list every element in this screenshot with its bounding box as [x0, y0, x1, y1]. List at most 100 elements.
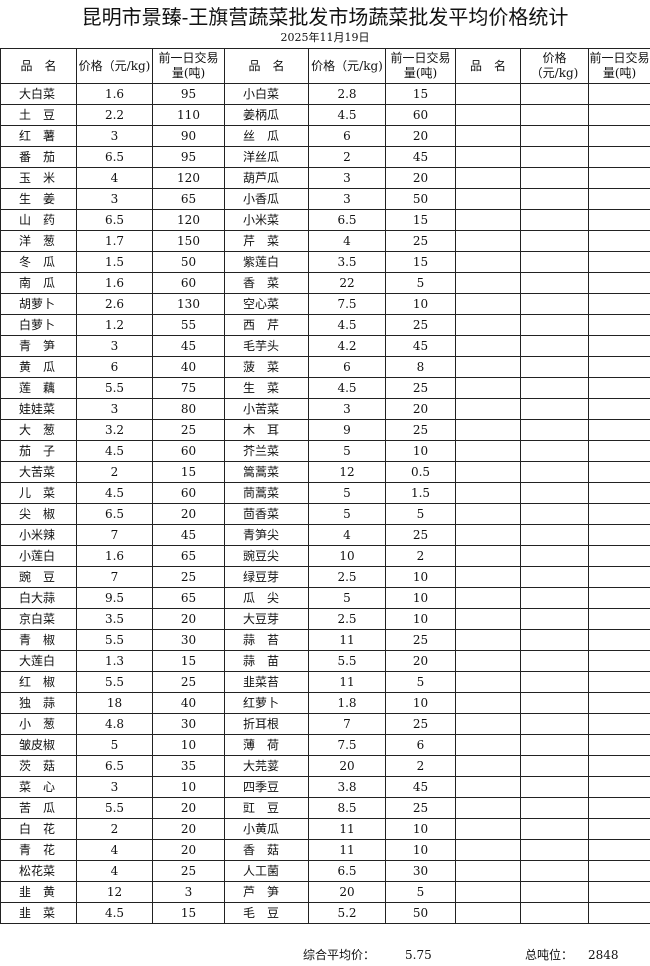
cell-price [520, 104, 589, 126]
cell-name: 芥兰菜 [224, 440, 309, 462]
table-row: 菜 心 3 10 四季豆 3.8 45 [0, 776, 650, 798]
cell-volume: 40 [152, 356, 225, 378]
cell-volume: 60 [152, 440, 225, 462]
cell-volume: 6 [385, 734, 456, 756]
cell-price [520, 797, 589, 819]
cell-name: 大豆芽 [224, 608, 309, 630]
report-date: 2025年11月19日 [280, 31, 370, 44]
cell-volume: 1.5 [385, 482, 456, 504]
cell-price: 5 [76, 734, 153, 756]
cell-volume [588, 398, 650, 420]
cell-name [455, 902, 521, 924]
page-title: 昆明市景臻-王旗营蔬菜批发市场蔬菜批发平均价格统计 [81, 5, 569, 29]
cell-name: 儿 菜 [0, 482, 77, 504]
cell-name [455, 83, 521, 105]
cell-price [520, 356, 589, 378]
cell-volume: 25 [385, 713, 456, 735]
cell-name: 生 姜 [0, 188, 77, 210]
table-row: 苦 瓜 5.5 20 豇 豆 8.5 25 [0, 797, 650, 819]
cell-name [455, 377, 521, 399]
cell-name [455, 419, 521, 441]
cell-price: 11 [308, 629, 386, 651]
cell-price: 6 [308, 356, 386, 378]
cell-price: 2.6 [76, 293, 153, 315]
cell-name: 豌 豆 [0, 566, 77, 588]
cell-name: 青 花 [0, 839, 77, 861]
cell-volume: 8 [385, 356, 456, 378]
cell-price: 6.5 [308, 209, 386, 231]
cell-volume [588, 566, 650, 588]
cell-name: 小白菜 [224, 83, 309, 105]
table-row: 茨 菇 6.5 35 大芫荽 20 2 [0, 755, 650, 777]
cell-volume: 35 [152, 755, 225, 777]
cell-price [520, 566, 589, 588]
cell-name: 白 花 [0, 818, 77, 840]
cell-volume: 95 [152, 83, 225, 105]
cell-volume: 25 [385, 230, 456, 252]
cell-price: 3 [308, 398, 386, 420]
cell-volume: 45 [152, 524, 225, 546]
cell-price: 4.5 [308, 314, 386, 336]
cell-name: 香 菜 [224, 272, 309, 294]
cell-name: 豌豆尖 [224, 545, 309, 567]
table-row: 胡萝卜 2.6 130 空心菜 7.5 10 [0, 293, 650, 315]
header-name: 品 名 [0, 48, 77, 84]
table-row: 番 茄 6.5 95 洋丝瓜 2 45 [0, 146, 650, 168]
cell-name: 松花菜 [0, 860, 77, 882]
cell-price: 4.8 [76, 713, 153, 735]
cell-price: 7 [76, 524, 153, 546]
cell-name: 瓜 尖 [224, 587, 309, 609]
cell-price [520, 881, 589, 903]
cell-price: 4.5 [76, 440, 153, 462]
cell-volume [588, 524, 650, 546]
cell-volume: 10 [152, 776, 225, 798]
cell-name [455, 545, 521, 567]
cell-name: 洋 葱 [0, 230, 77, 252]
cell-price [520, 839, 589, 861]
cell-price: 5 [308, 503, 386, 525]
table-header-row: 品 名 价格（元/kg) 前一日交易量(吨) 品 名 价格（元/kg) 前一日交… [0, 48, 650, 84]
cell-name [455, 461, 521, 483]
cell-name: 土 豆 [0, 104, 77, 126]
cell-name [455, 167, 521, 189]
cell-name: 小黄瓜 [224, 818, 309, 840]
total-tonnage-value: 2848 [588, 948, 619, 962]
cell-volume [588, 419, 650, 441]
cell-volume: 25 [385, 629, 456, 651]
cell-name: 皱皮椒 [0, 734, 77, 756]
cell-price [520, 314, 589, 336]
cell-name: 莲 藕 [0, 377, 77, 399]
table-row: 白萝卜 1.2 55 西 芹 4.5 25 [0, 314, 650, 336]
cell-name [455, 335, 521, 357]
cell-name: 红 椒 [0, 671, 77, 693]
cell-price [520, 776, 589, 798]
cell-price: 1.3 [76, 650, 153, 672]
cell-volume [588, 251, 650, 273]
cell-volume: 10 [385, 566, 456, 588]
cell-name: 尖 椒 [0, 503, 77, 525]
table-row: 大莲白 1.3 15 蒜 苗 5.5 20 [0, 650, 650, 672]
cell-volume: 25 [385, 524, 456, 546]
table-row: 白大蒜 9.5 65 瓜 尖 5 10 [0, 587, 650, 609]
cell-name: 青 椒 [0, 629, 77, 651]
cell-name [455, 776, 521, 798]
cell-name: 青 笋 [0, 335, 77, 357]
cell-volume: 10 [385, 293, 456, 315]
header-price: 价格（元/kg) [76, 48, 153, 84]
cell-volume [588, 902, 650, 924]
cell-volume [588, 461, 650, 483]
table-row: 青 笋 3 45 毛芋头 4.2 45 [0, 335, 650, 357]
cell-volume: 5 [385, 881, 456, 903]
cell-volume: 10 [385, 818, 456, 840]
cell-volume [588, 503, 650, 525]
cell-name: 红 薯 [0, 125, 77, 147]
table-row: 青 椒 5.5 30 蒜 苔 11 25 [0, 629, 650, 651]
table-row: 南 瓜 1.6 60 香 菜 22 5 [0, 272, 650, 294]
cell-volume [588, 650, 650, 672]
cell-name: 小莲白 [0, 545, 77, 567]
table-row: 土 豆 2.2 110 姜柄瓜 4.5 60 [0, 104, 650, 126]
cell-name: 丝 瓜 [224, 125, 309, 147]
cell-price [520, 188, 589, 210]
table-row: 小莲白 1.6 65 豌豆尖 10 2 [0, 545, 650, 567]
